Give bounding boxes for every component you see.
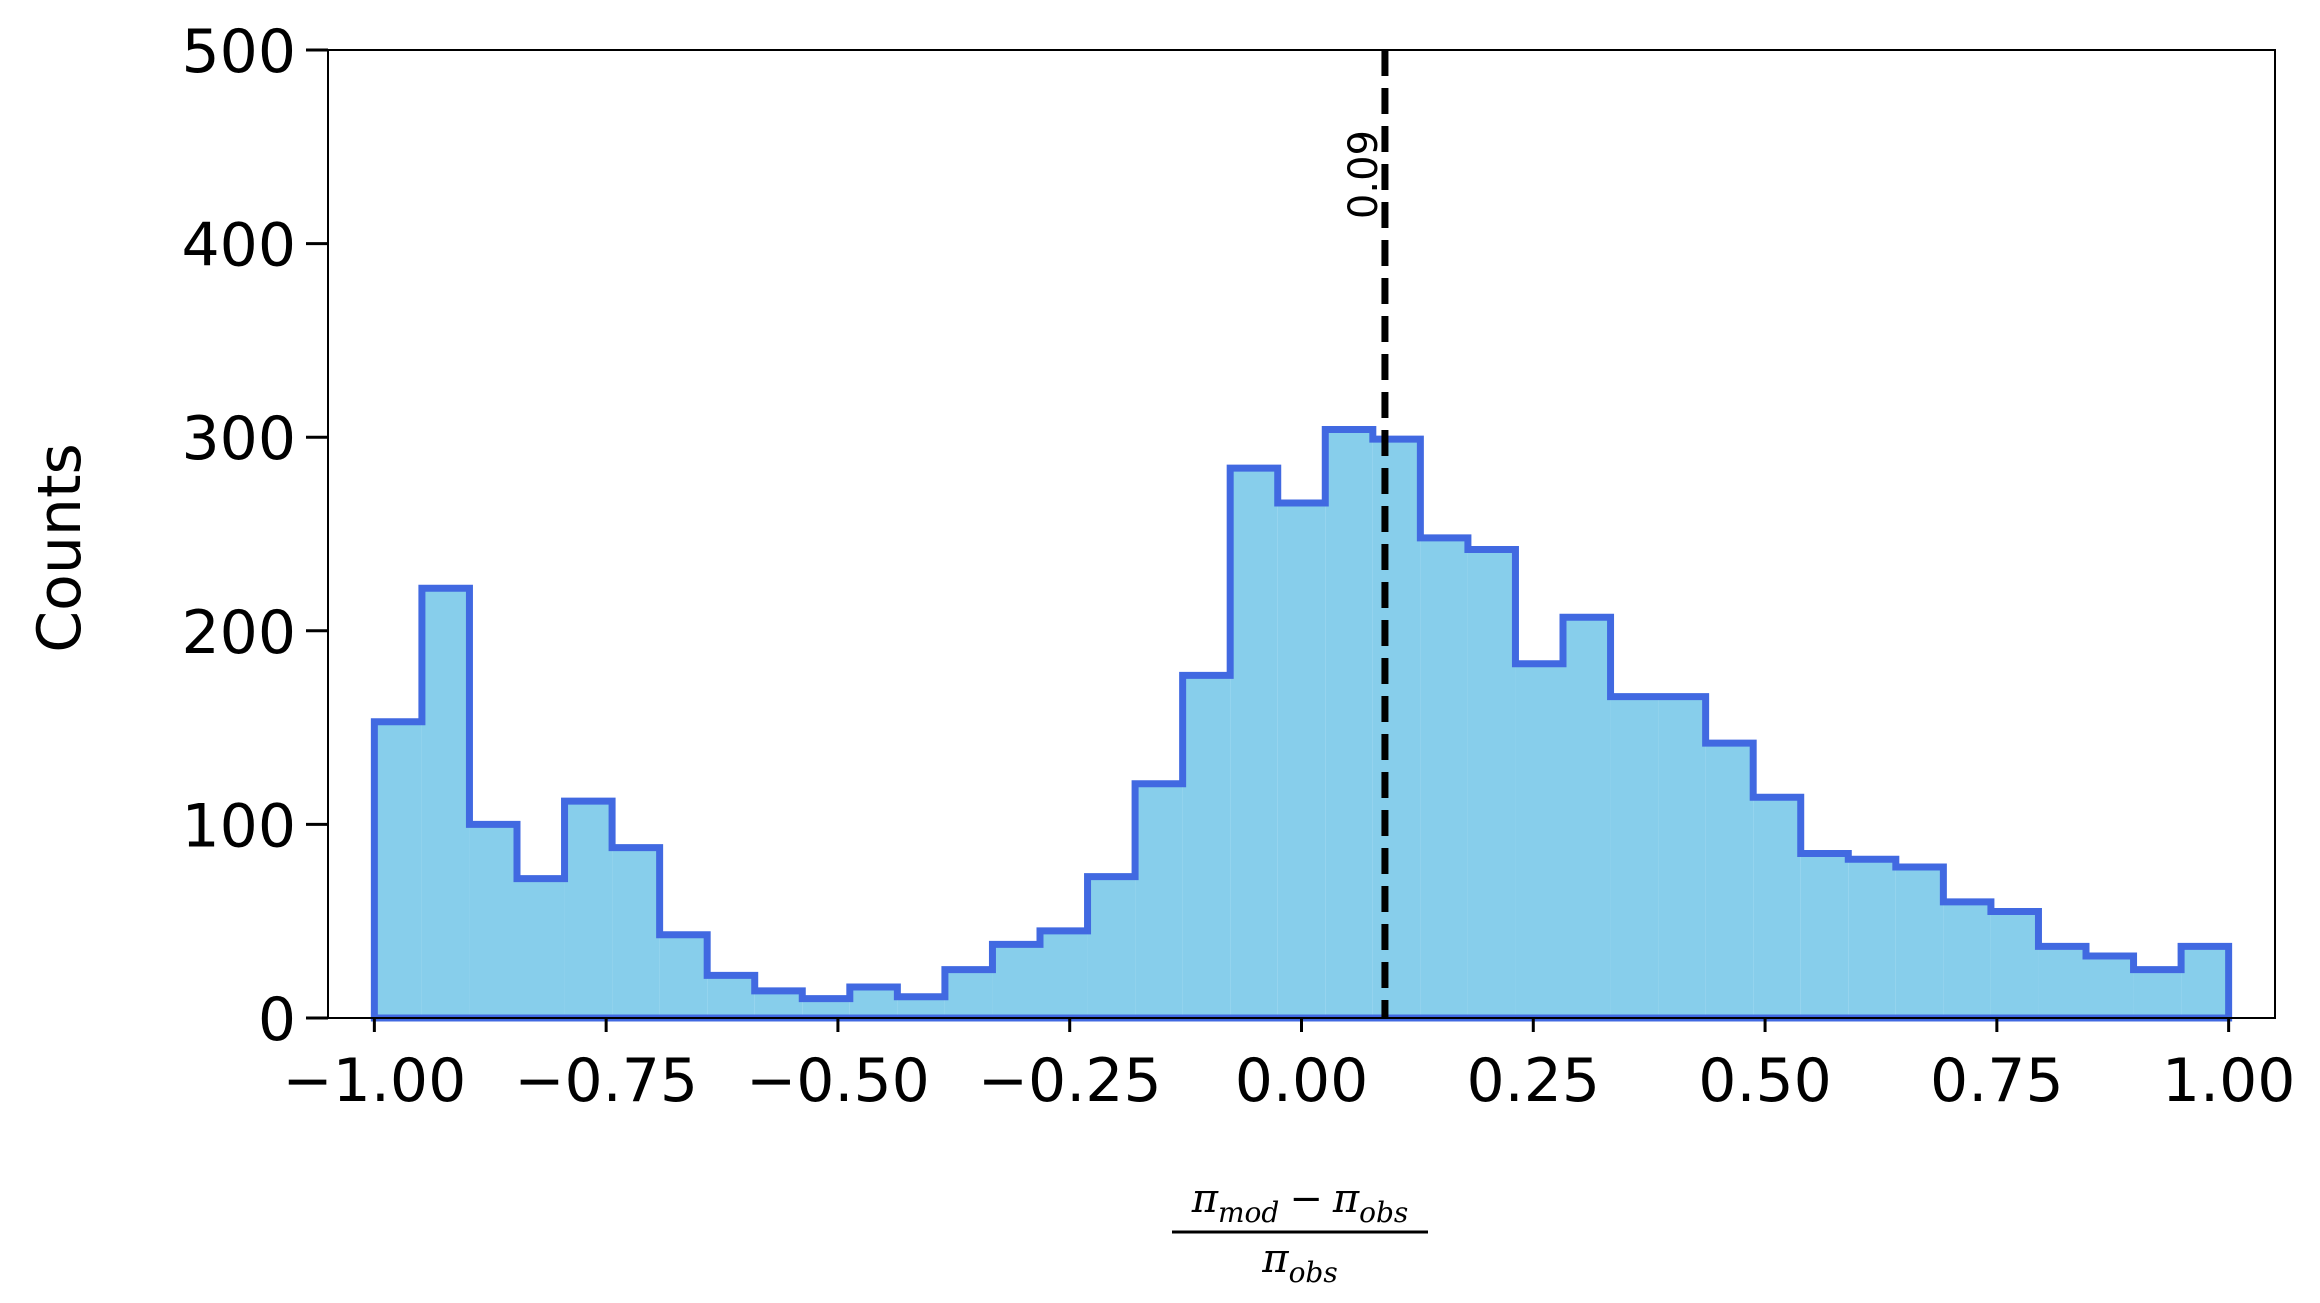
histogram-bar [1182,675,1231,1018]
histogram-outline [370,425,2233,1022]
y-tick-label: 500 [181,17,296,87]
y-tick-label: 0 [258,985,296,1055]
reference-line-label: 0.09 [1341,130,1387,219]
histogram-bar [1372,439,1421,1018]
y-tick-label: 100 [181,791,296,861]
histogram-bar [1800,853,1849,1018]
histogram-bar [2181,946,2229,1018]
x-tick-label: 0.00 [1235,1046,1369,1116]
histogram-bar [1420,537,1468,1018]
histogram-bar [1705,743,1754,1018]
histogram-bar [802,998,850,1018]
histogram-bar [707,975,755,1018]
histogram-bar [1467,549,1516,1018]
histogram-bar [1277,503,1326,1018]
histogram-bar [1325,429,1373,1018]
histogram-bar [1895,866,1944,1018]
histogram-bar [1943,901,1991,1018]
histogram-bar [1753,797,1801,1018]
histogram-bar [849,987,898,1018]
histogram-bar [421,588,470,1018]
x-tick-label: −0.75 [514,1046,698,1116]
x-tick-label: 0.25 [1466,1046,1600,1116]
histogram-bar [1087,876,1136,1018]
axes: −1.00 −0.75 −0.50 −0.25 0.00 0.25 0.50 0.75 1.00… [181,17,2295,1116]
plot-area: 0.09 [370,50,2233,1022]
x-tick-label: −1.00 [282,1046,466,1116]
histogram-bar [754,990,803,1018]
histogram-bar [1230,468,1278,1018]
histogram-bar [374,721,422,1018]
y-axis-label: Counts [25,443,95,652]
histogram-bar [469,824,517,1018]
histogram-bar [2086,956,2134,1018]
histogram-bar [516,878,565,1018]
histogram-bar [1563,617,1611,1018]
y-tick-label: 200 [181,598,296,668]
histogram-bar [1848,859,1896,1018]
x-tick-label: −0.25 [978,1046,1162,1116]
histogram-bar [2133,969,2182,1018]
histogram-bar [612,847,660,1018]
histogram-bar [1135,783,1183,1018]
histogram-bar [564,801,613,1018]
histogram-bar [1610,696,1659,1018]
histogram-bar [992,944,1040,1018]
x-tick-label: 0.75 [1930,1046,2064,1116]
x-tick-label: 1.00 [2162,1046,2296,1116]
x-axis-label-denominator: πobs [1261,1236,1337,1289]
y-tick-label: 400 [181,211,296,281]
x-axis-label: πmod − πobs πobs [1172,1176,1428,1289]
histogram-bar [2038,946,2087,1018]
histogram-bar [659,934,708,1018]
y-tick-label: 300 [181,404,296,474]
histogram-bar [1039,930,1088,1018]
x-axis-label-numerator: πmod − πobs [1191,1176,1409,1229]
histogram-bars [374,429,2229,1018]
histogram-bar [1990,911,2039,1018]
histogram-bar [1658,696,1706,1018]
histogram-bar [897,996,945,1018]
histogram-bar [1515,663,1564,1018]
histogram-bar [944,969,993,1018]
x-tick-label: 0.50 [1698,1046,1832,1116]
x-tick-label: −0.50 [746,1046,930,1116]
